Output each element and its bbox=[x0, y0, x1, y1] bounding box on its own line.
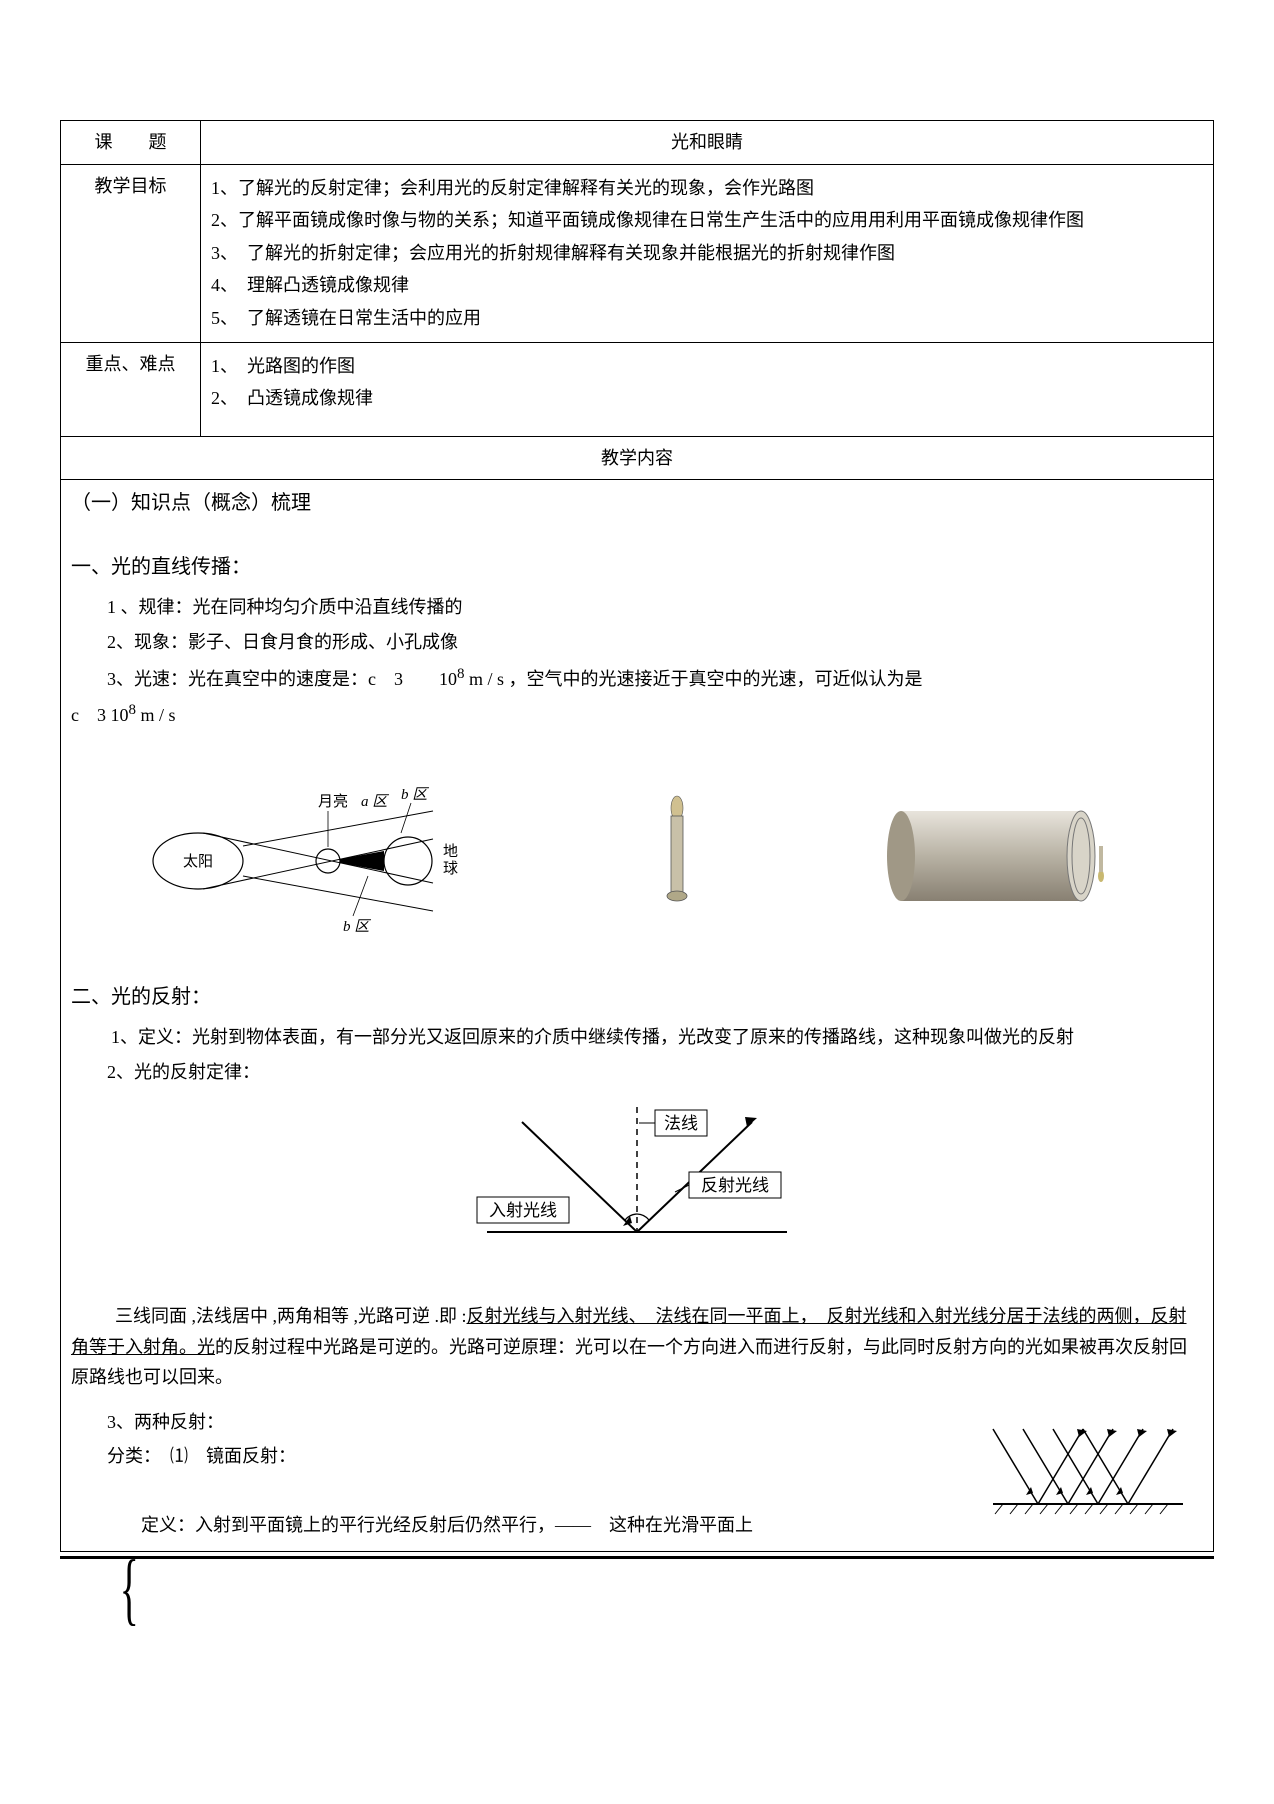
s2-para-b: 反射光线与入射光线、 法线在同一平面上， 反射光线和入射光线分居于法线的两侧，反 bbox=[467, 1306, 1169, 1326]
content-header: 教学内容 bbox=[61, 436, 1214, 480]
label-b-bottom: b 区 bbox=[343, 919, 371, 935]
objective-2: 2、了解平面镜成像时像与物的关系；知道平面镜成像规律在日常生产生活中的应用用利用… bbox=[211, 205, 1203, 236]
s1-3b: m / s ，空气中的光速接近于真空中的光速，可近似认为是 bbox=[465, 669, 923, 689]
lesson-table: 课 题 光和眼睛 教学目标 1、了解光的反射定律；会利用光的反射定律解释有关光的… bbox=[60, 120, 1214, 1552]
s2-para-d: 的反射过程中光路是可逆的。光路可逆原理：光可以在一个方向进入而进行反射，与此同时… bbox=[71, 1337, 1187, 1388]
label-a: a 区 bbox=[361, 794, 389, 810]
s1-line-2: 2、现象：影子、日食月食的形成、小孔成像 bbox=[71, 627, 1203, 658]
topic-value: 光和眼睛 bbox=[201, 121, 1214, 165]
reflection-diagram: 法线 入射光线 反射光线 bbox=[71, 1092, 1203, 1272]
section-0: （一）知识点（概念）梳理 bbox=[71, 486, 1203, 520]
label-moon: 月亮 bbox=[318, 793, 348, 810]
section-1-title: 一、光的直线传播： bbox=[71, 550, 1203, 584]
sup-8a: 8 bbox=[457, 666, 465, 682]
objective-5: 5、 了解透镜在日常生活中的应用 bbox=[211, 303, 1203, 334]
objective-4: 4、 理解凸透镜成像规律 bbox=[211, 270, 1203, 301]
difficulty-1: 1、 光路图的作图 bbox=[211, 351, 1203, 382]
s1-line-3: 3、光速：光在真空中的速度是：c 3 108 m / s ，空气中的光速接近于真… bbox=[71, 662, 1203, 695]
difficulty-2: 2、 凸透镜成像规律 bbox=[211, 383, 1203, 414]
label-normal: 法线 bbox=[664, 1114, 698, 1133]
section-2-title: 二、光的反射： bbox=[71, 980, 1203, 1014]
eclipse-diagram: 太阳 月亮 a bbox=[143, 771, 473, 951]
objectives-cell: 1、了解光的反射定律；会利用光的反射定律解释有关光的现象，会作光路图 2、了解平… bbox=[201, 164, 1214, 342]
objective-1: 1、了解光的反射定律；会利用光的反射定律解释有关光的现象，会作光路图 bbox=[211, 173, 1203, 204]
label-reflected: 反射光线 bbox=[701, 1176, 769, 1195]
label-sun: 太阳 bbox=[183, 853, 213, 870]
s2-def: 定义：入射到平面镜上的平行光经反射后仍然平行，—— 这种在光滑平面上 bbox=[71, 1510, 983, 1541]
candle-figure bbox=[647, 786, 707, 936]
s2-line-2: 2、光的反射定律： bbox=[71, 1057, 1203, 1088]
label-earth-a: 地 bbox=[443, 843, 458, 860]
s2-line-3: 3、两种反射： bbox=[71, 1407, 983, 1438]
s1-line-3c: c 3 108 m / s bbox=[71, 698, 1203, 731]
s1-3d: m / s bbox=[136, 705, 176, 725]
topic-label: 课 题 bbox=[61, 121, 201, 165]
s1-3a: 3、光速：光在真空中的速度是：c 3 10 bbox=[107, 669, 457, 689]
s2-line-3a: 分类： ⑴ 镜面反射： bbox=[71, 1441, 983, 1472]
difficulties-cell: 1、 光路图的作图 2、 凸透镜成像规律 bbox=[201, 342, 1214, 436]
s2-para-a: 三线同面 ,法线居中 ,两角相等 ,光路可逆 .即 : bbox=[115, 1306, 467, 1326]
s2-bottom-row: 3、两种反射： 分类： ⑴ 镜面反射： 定义：入射到平面镜上的平行光经反射后仍然… bbox=[71, 1403, 1203, 1545]
difficulties-label: 重点、难点 bbox=[61, 342, 201, 436]
objectives-label: 教学目标 bbox=[61, 164, 201, 342]
footer-rule bbox=[60, 1556, 1214, 1559]
sup-8b: 8 bbox=[129, 702, 137, 718]
figure-row-1: 太阳 月亮 a bbox=[71, 771, 1203, 951]
mirror-reflection-figure bbox=[983, 1409, 1193, 1529]
s2-para-mixed: 三线同面 ,法线居中 ,两角相等 ,光路可逆 .即 :反射光线与入射光线、 法线… bbox=[71, 1301, 1203, 1393]
s2-line-1: 1、定义：光射到物体表面，有一部分光又返回原来的介质中继续传播，光改变了原来的传… bbox=[71, 1022, 1203, 1053]
label-earth-b: 球 bbox=[443, 860, 458, 877]
brace-glyph: { bbox=[120, 1559, 139, 1619]
label-incident: 入射光线 bbox=[489, 1201, 557, 1220]
s1-3c: c 3 10 bbox=[71, 705, 129, 725]
objective-3: 3、 了解光的折射定律；会应用光的折射规律解释有关现象并能根据光的折射规律作图 bbox=[211, 238, 1203, 269]
pinhole-figure bbox=[881, 786, 1131, 936]
s1-line-1: 1 、规律：光在同种均匀介质中沿直线传播的 bbox=[71, 592, 1203, 623]
content-body: （一）知识点（概念）梳理 一、光的直线传播： 1 、规律：光在同种均匀介质中沿直… bbox=[61, 480, 1214, 1551]
label-b-top: b 区 bbox=[401, 787, 429, 803]
